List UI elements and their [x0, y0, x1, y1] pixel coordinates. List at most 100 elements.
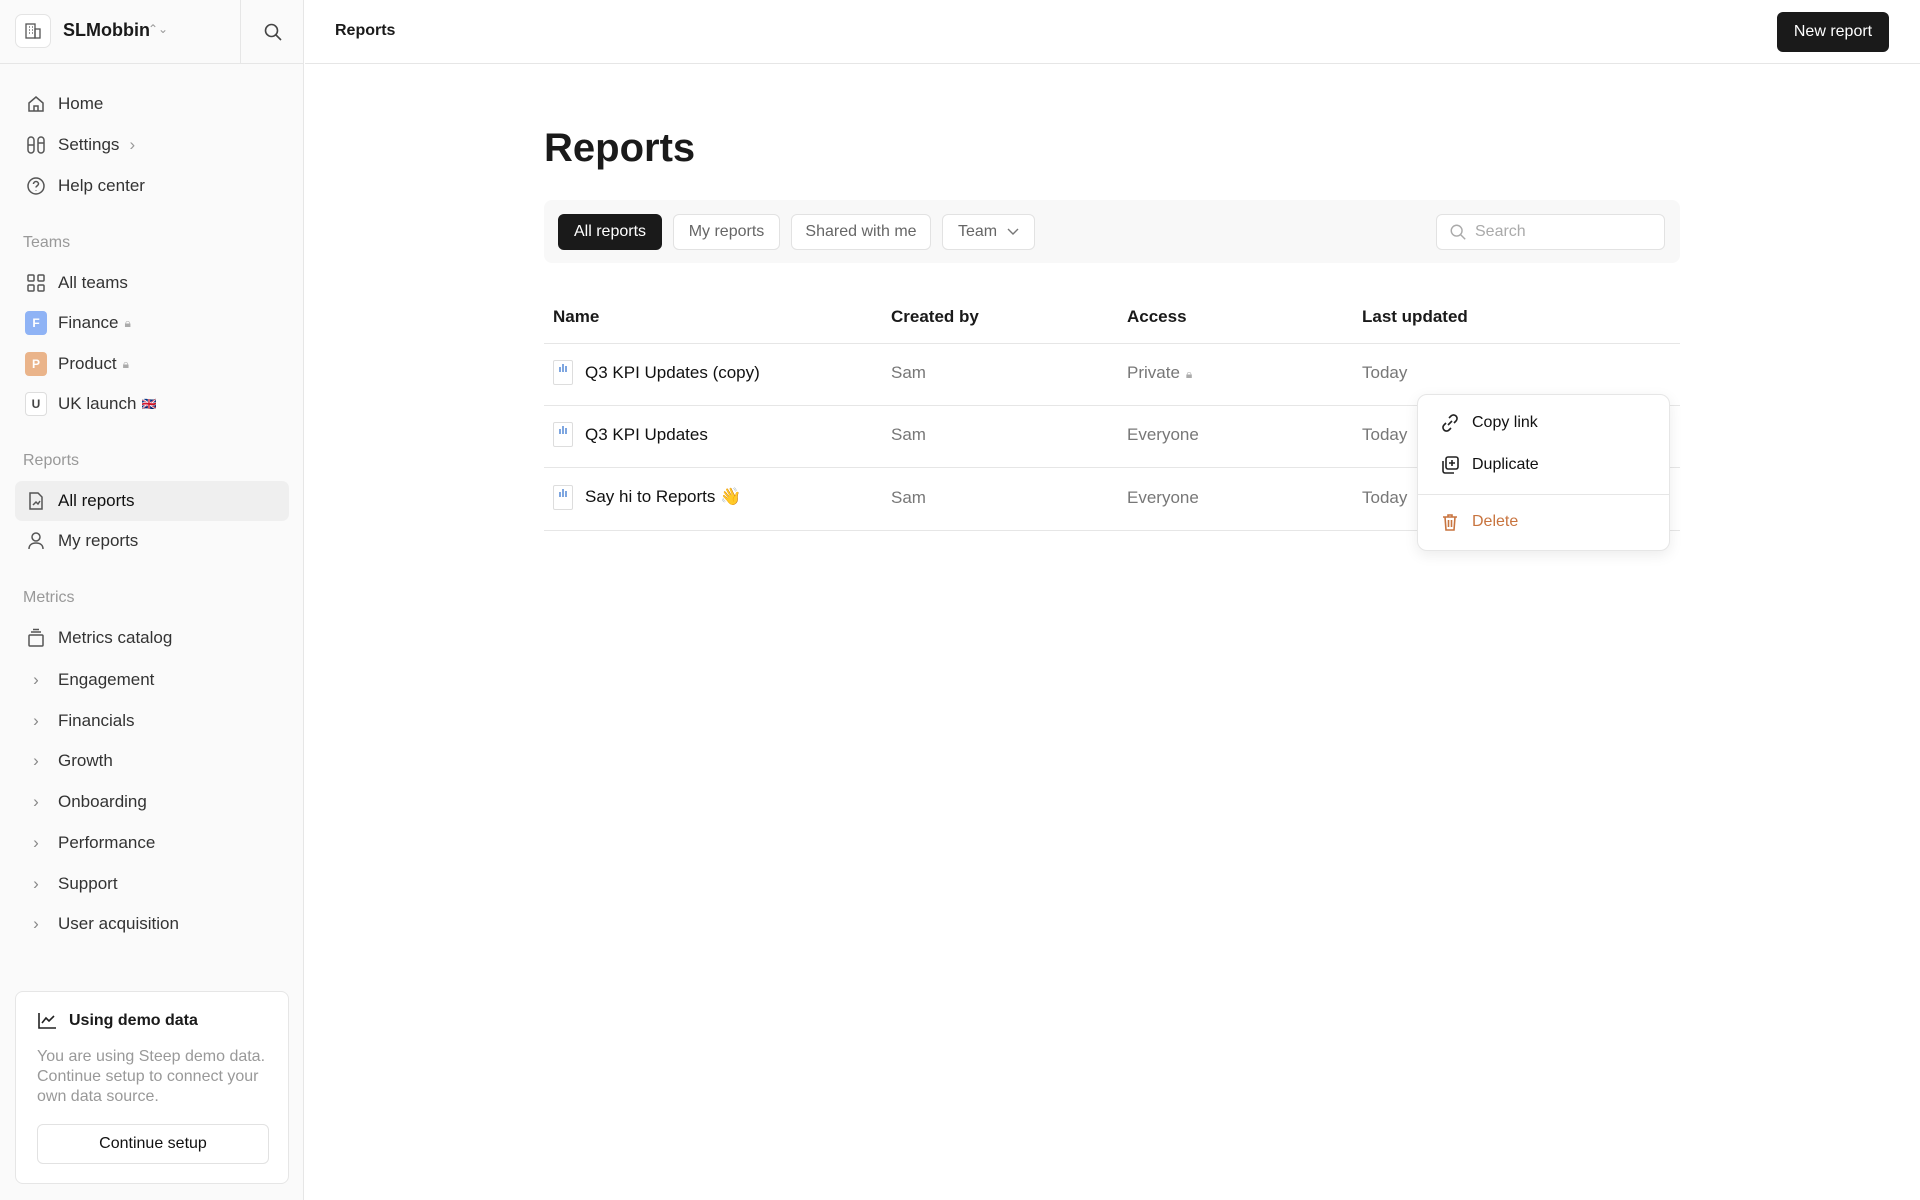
chevron-right-icon: ›: [33, 710, 39, 730]
tab-shared-with-me[interactable]: Shared with me: [791, 214, 931, 250]
demo-title: Using demo data: [69, 1012, 198, 1029]
nav-home[interactable]: Home: [15, 84, 289, 124]
nav-label: User acquisition: [58, 914, 179, 934]
workspace-header: SLMobbin ⌃⌄: [0, 0, 303, 64]
nav-label: Performance: [58, 832, 156, 852]
search-icon: [1450, 224, 1466, 240]
chevron-right-icon: ›: [129, 135, 136, 154]
access: Private 🔒︎: [1127, 363, 1192, 383]
line-chart-icon: [37, 1012, 57, 1035]
lock-icon: 🔒︎: [124, 315, 131, 330]
divider: [544, 529, 1680, 531]
column-header-last-updated[interactable]: Last updated: [1362, 307, 1468, 326]
demo-text: You are using Steep demo data. Continue …: [37, 1048, 266, 1105]
report-file-icon: [553, 360, 573, 385]
nav-metrics-catalog[interactable]: Metrics catalog: [15, 618, 289, 658]
menu-divider: [1418, 494, 1669, 495]
home-icon: [25, 93, 47, 115]
nav-label: Help center: [58, 176, 145, 195]
uk-flag-icon: 🇬🇧: [141, 397, 157, 411]
search-input[interactable]: [1475, 223, 1655, 241]
search-field[interactable]: [1436, 214, 1665, 250]
column-header-access[interactable]: Access: [1127, 307, 1187, 326]
tab-all-reports[interactable]: All reports: [558, 214, 662, 250]
nav-label: Finance: [58, 313, 119, 332]
access-label: Everyone: [1127, 425, 1199, 445]
column-header-created-by[interactable]: Created by: [891, 307, 979, 326]
page-title: Reports: [544, 126, 696, 170]
reports-section-label: Reports: [23, 452, 80, 469]
menu-item-delete[interactable]: Delete: [1440, 512, 1518, 532]
demo-data-card: Using demo data You are using Steep demo…: [15, 991, 289, 1184]
chevron-right-icon: ›: [33, 873, 39, 893]
trash-icon: [1440, 512, 1460, 532]
continue-setup-button[interactable]: Continue setup: [37, 1124, 269, 1164]
report-file-icon: [553, 484, 573, 510]
nav-metric-group[interactable]: › Engagement: [15, 660, 289, 700]
nav-all-teams[interactable]: All teams: [15, 263, 289, 303]
divider: [544, 467, 1680, 469]
tab-my-reports[interactable]: My reports: [673, 214, 780, 250]
chevron-updown-icon[interactable]: ⌃⌄: [148, 22, 169, 36]
nav-label: Settings: [58, 135, 120, 154]
nav-metric-group[interactable]: › Support: [15, 864, 289, 904]
column-header-name[interactable]: Name: [553, 307, 600, 326]
access-label: Private: [1127, 363, 1180, 382]
sidebar: SLMobbin ⌃⌄ Home Settings › Help center T…: [0, 0, 304, 1200]
menu-item-label: Delete: [1472, 513, 1519, 530]
search-button[interactable]: [240, 0, 304, 64]
nav-label: Product: [58, 354, 117, 373]
last-updated: Today: [1362, 487, 1408, 507]
breadcrumb: Reports: [335, 22, 396, 39]
user-icon: [25, 530, 47, 552]
team-avatar: U: [25, 392, 47, 416]
report-name[interactable]: Say hi to Reports 👋: [585, 487, 742, 507]
metrics-section-label: Metrics: [23, 589, 75, 606]
access: Everyone: [1127, 425, 1199, 445]
catalog-icon: [25, 627, 47, 649]
nav-metric-group[interactable]: › Onboarding: [15, 782, 289, 822]
settings-icon: [25, 134, 47, 156]
nav-label: Home: [58, 94, 104, 113]
nav-metric-group[interactable]: › Growth: [15, 741, 289, 781]
nav-all-reports[interactable]: All reports: [15, 481, 289, 521]
report-name[interactable]: Q3 KPI Updates: [585, 424, 708, 444]
chevron-down-icon: [1007, 228, 1019, 235]
nav-settings[interactable]: Settings ›: [15, 125, 289, 165]
workspace-switcher[interactable]: SLMobbin: [63, 20, 150, 40]
nav-team-finance[interactable]: F Finance 🔒︎: [15, 303, 289, 343]
nav-metric-group[interactable]: › Performance: [15, 823, 289, 863]
divider: [544, 405, 1680, 406]
help-icon: [25, 175, 47, 197]
menu-item-duplicate[interactable]: Duplicate: [1440, 455, 1539, 475]
team-avatar: F: [25, 311, 47, 335]
nav-team-uk-launch[interactable]: U UK launch 🇬🇧: [15, 384, 289, 424]
nav-my-reports[interactable]: My reports: [15, 521, 289, 561]
menu-item-copy-link[interactable]: Copy link: [1440, 413, 1538, 433]
nav-metric-group[interactable]: › User acquisition: [15, 904, 289, 944]
nav-metric-group[interactable]: › Financials: [15, 701, 289, 741]
topbar: Reports New report: [305, 0, 1920, 64]
chevron-right-icon: ›: [33, 832, 39, 852]
nav-team-product[interactable]: P Product 🔒︎: [15, 344, 289, 384]
created-by: Sam: [891, 487, 926, 507]
last-updated: Today: [1362, 363, 1408, 382]
chevron-right-icon: ›: [33, 914, 39, 934]
nav-help-center[interactable]: Help center: [15, 166, 289, 206]
nav-label: All teams: [58, 273, 128, 292]
menu-item-label: Copy link: [1472, 414, 1538, 431]
nav-label: Metrics catalog: [58, 628, 173, 647]
new-report-button[interactable]: New report: [1777, 12, 1889, 52]
report-name[interactable]: Q3 KPI Updates (copy): [585, 362, 760, 382]
team-dropdown[interactable]: Team: [942, 214, 1035, 250]
lock-icon: 🔒︎: [122, 356, 129, 371]
teams-section-label: Teams: [23, 234, 71, 251]
grid-icon: [25, 272, 47, 294]
nav-label: UK launch: [58, 394, 137, 413]
report-icon: [25, 490, 47, 512]
last-updated: Today: [1362, 425, 1408, 445]
created-by: Sam: [891, 425, 926, 445]
divider: [544, 343, 1680, 344]
link-icon: [1440, 413, 1460, 433]
lock-icon: 🔒︎: [1185, 367, 1193, 381]
